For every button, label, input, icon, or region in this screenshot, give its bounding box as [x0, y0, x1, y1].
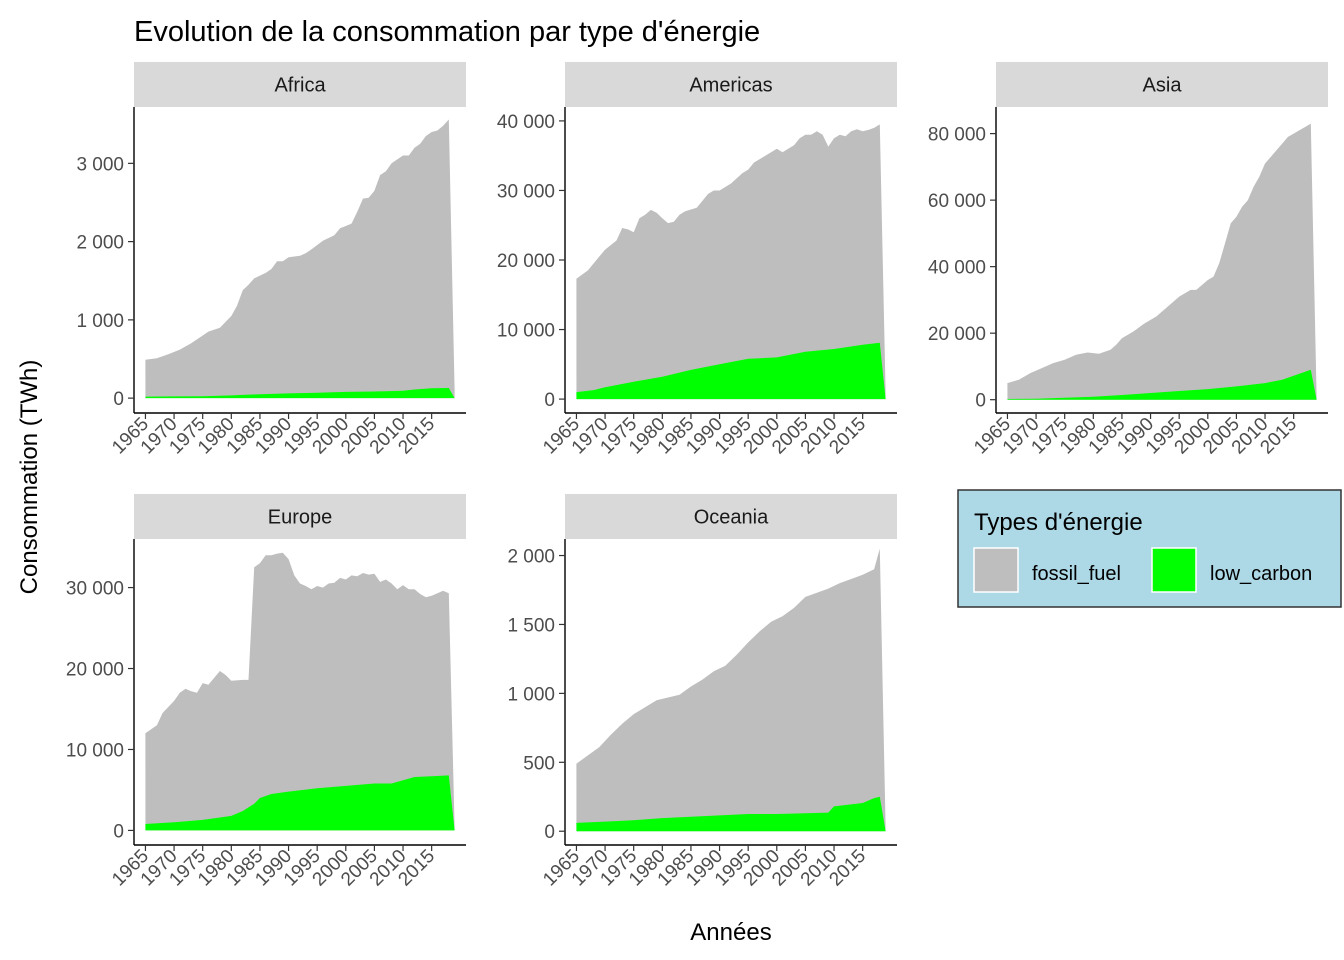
y-tick-label: 40 000 [928, 258, 986, 279]
legend-label-low-carbon: low_carbon [1210, 563, 1312, 585]
area-fossil-fuel-americas [576, 124, 886, 400]
area-low-carbon-oceania [576, 796, 886, 832]
area-fossil-fuel-oceania [576, 548, 886, 832]
y-tick-label: 20 000 [497, 251, 555, 272]
y-tick-label: 30 000 [497, 181, 555, 202]
area-low-carbon-europe [145, 775, 455, 831]
area-low-carbon-asia [1007, 369, 1317, 400]
legend-key-fossil-fuel [973, 547, 1019, 593]
y-tick-label: 0 [544, 390, 555, 411]
panel-strip-label: Europe [268, 507, 333, 529]
area-fossil-fuel-europe [145, 552, 455, 831]
panel-strip-label: Americas [689, 75, 772, 97]
y-tick-label: 1 500 [507, 615, 555, 636]
y-tick-label: 30 000 [66, 579, 124, 600]
y-tick-label: 20 000 [928, 324, 986, 345]
y-tick-label: 10 000 [66, 740, 124, 761]
y-tick-label: 2 000 [76, 233, 124, 254]
area-fossil-fuel-asia [1007, 123, 1317, 400]
y-tick-label: 0 [113, 389, 124, 410]
y-tick-label: 1 000 [76, 311, 124, 332]
y-tick-label: 0 [975, 391, 986, 412]
panel-strip-oceania [565, 494, 897, 539]
y-tick-label: 20 000 [66, 660, 124, 681]
legend-entries: fossil_fuel low_carbon [973, 547, 1312, 593]
panel-strip-label: Asia [1143, 75, 1183, 97]
y-tick-label: 0 [544, 822, 555, 843]
legend-background [957, 489, 1342, 608]
y-tick-label: 80 000 [928, 125, 986, 146]
chart-title: Evolution de la consommation par type d'… [134, 16, 760, 48]
legend-label-fossil-fuel: fossil_fuel [1032, 563, 1121, 585]
panel-strip-americas [565, 62, 897, 107]
legend-key-low-carbon [1151, 547, 1197, 593]
legend: Types d'énergie fossil_fuel low_carbon [957, 489, 1342, 608]
panel-strip-europe [134, 494, 466, 539]
area-low-carbon-americas [576, 342, 886, 400]
y-tick-label: 60 000 [928, 191, 986, 212]
legend-title: Types d'énergie [974, 509, 1143, 536]
area-low-carbon-africa [145, 388, 455, 399]
y-tick-label: 3 000 [76, 154, 124, 175]
y-axis-title: Consommation (TWh) [16, 360, 43, 595]
y-tick-label: 40 000 [497, 112, 555, 133]
panel-strip-label: Oceania [694, 507, 769, 529]
panel-strip-label: Africa [274, 75, 326, 97]
y-tick-label: 0 [113, 821, 124, 842]
y-tick-label: 2 000 [507, 547, 555, 568]
panel-strip-asia [996, 62, 1328, 107]
x-axis-title: Années [690, 919, 771, 946]
y-tick-label: 1 000 [507, 684, 555, 705]
area-fossil-fuel-africa [145, 119, 455, 399]
y-tick-label: 10 000 [497, 321, 555, 342]
panel-strip-africa [134, 62, 466, 107]
y-tick-label: 500 [523, 753, 555, 774]
